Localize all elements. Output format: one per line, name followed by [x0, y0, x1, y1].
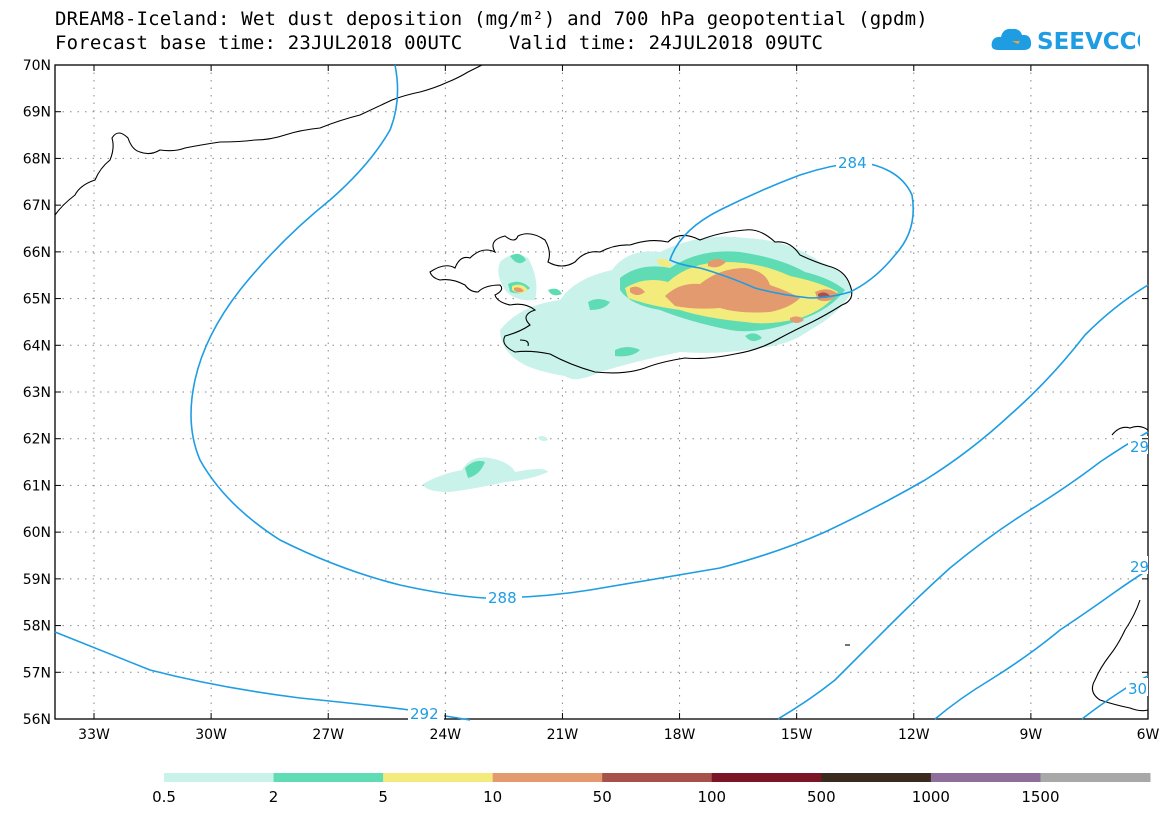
lat-tick-label: 59N	[23, 572, 51, 588]
seevccc-logo: SEEVCCC	[990, 22, 1153, 56]
legend-label: 5	[378, 788, 388, 806]
contour-label-29-lower: 29	[1130, 558, 1149, 576]
lon-tick-label: 33W	[78, 727, 110, 743]
lon-tick-label: 18W	[664, 727, 696, 743]
lat-tick-label: 65N	[23, 292, 51, 308]
legend-swatch	[711, 773, 822, 782]
contour-label-284: 284	[838, 154, 867, 172]
legend-swatch	[1040, 773, 1151, 782]
map-subtitle-times: Forecast base time: 23JUL2018 00UTC Vali…	[55, 32, 824, 54]
lon-tick-label: 30W	[195, 727, 227, 743]
lon-tick-label: 27W	[312, 727, 344, 743]
legend-label: 1500	[1021, 788, 1059, 806]
lat-tick-label: 63N	[23, 385, 51, 401]
legend-label: 50	[593, 788, 612, 806]
legend-swatch	[273, 773, 384, 782]
lat-tick-label: 60N	[23, 525, 51, 541]
lat-tick-label: 66N	[23, 245, 51, 261]
legend-swatch	[602, 773, 713, 782]
contour-label-30: 30	[1128, 680, 1147, 698]
lat-tick-label: 69N	[23, 105, 51, 121]
lat-tick-label: 58N	[23, 619, 51, 635]
legend-swatch	[930, 773, 1041, 782]
map-frame	[54, 64, 1149, 720]
legend-label: 1000	[912, 788, 950, 806]
dust-deposition-field	[423, 236, 852, 492]
lat-tick-label: 70N	[23, 58, 51, 74]
lon-tick-label: 15W	[781, 727, 813, 743]
lat-tick-label: 68N	[23, 151, 51, 167]
contour-labels: 284 288 292 29 29 30	[408, 154, 1149, 723]
map-title: DREAM8-Iceland: Wet dust deposition (mg/…	[55, 8, 928, 30]
contour-label-288: 288	[488, 589, 517, 607]
lat-tick-label: 57N	[23, 665, 51, 681]
contour-label-292: 292	[410, 705, 439, 723]
legend-swatch	[383, 773, 494, 782]
lon-tick-label: 12W	[898, 727, 930, 743]
lon-tick-label: 6W	[1137, 727, 1160, 743]
legend-swatch	[821, 773, 932, 782]
legend-label: 100	[697, 788, 726, 806]
legend-swatch	[164, 773, 275, 782]
lon-tick-label: 9W	[1020, 727, 1043, 743]
lat-tick-label: 56N	[23, 712, 51, 728]
cloud-icon: SEEVCCC	[991, 28, 1153, 55]
lat-tick-label: 62N	[23, 432, 51, 448]
geopotential-contours	[54, 64, 1149, 721]
lat-tick-label: 61N	[23, 478, 51, 494]
coastlines	[54, 64, 1149, 712]
legend-label: 10	[483, 788, 502, 806]
longitude-axis: 33W 30W 27W 24W 21W 18W 15W 12W 9W 6W	[78, 65, 1160, 743]
legend-label: 500	[807, 788, 836, 806]
legend-label: 2	[269, 788, 279, 806]
lon-tick-label: 21W	[547, 727, 579, 743]
latitude-axis: 70N 69N 68N 67N 66N 65N 64N 63N 62N 61N 60N 59N 58N 5…	[23, 58, 1148, 728]
legend-label: 0.5	[152, 788, 176, 806]
logo-text: SEEVCCC	[1037, 29, 1140, 55]
contour-label-29-upper: 29	[1130, 438, 1149, 456]
lon-tick-label: 24W	[429, 727, 461, 743]
legend-swatch	[492, 773, 603, 782]
color-legend: 0.5 2 5 10 50 100 500 1000 1500	[152, 773, 1151, 806]
lat-tick-label: 67N	[23, 198, 51, 214]
lat-tick-label: 64N	[23, 338, 51, 354]
